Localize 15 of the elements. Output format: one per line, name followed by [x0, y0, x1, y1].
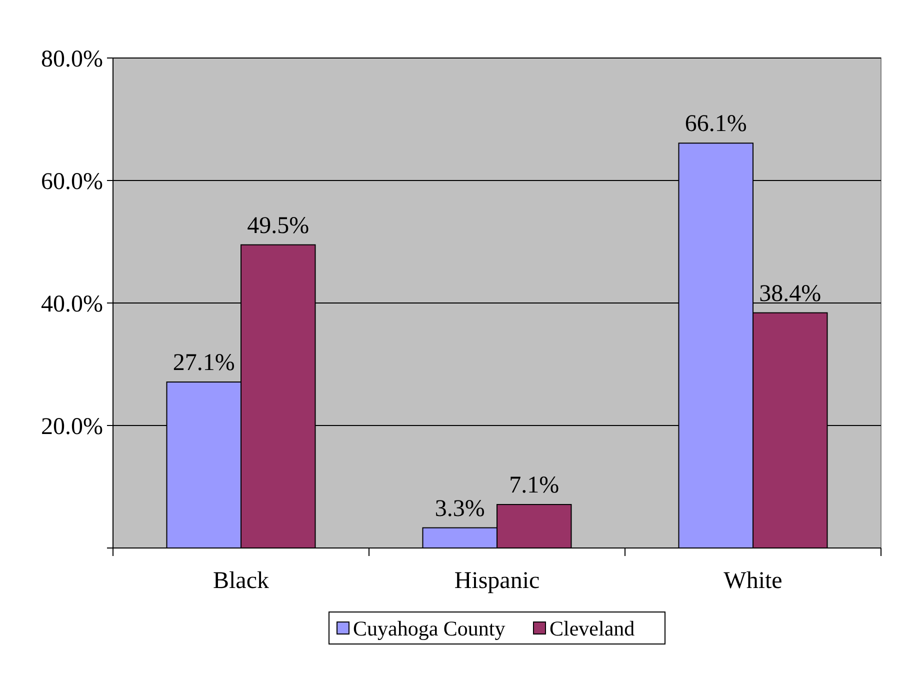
- legend-label: Cuyahoga County: [353, 616, 506, 640]
- data-label: 3.3%: [434, 496, 485, 522]
- data-label: 66.1%: [684, 111, 747, 138]
- y-tick-label: 80.0%: [41, 46, 103, 72]
- data-label: 38.4%: [759, 280, 822, 307]
- y-tick-label: 40.0%: [41, 291, 103, 318]
- legend-label: Cleveland: [550, 616, 636, 640]
- x-tick-label: White: [724, 568, 782, 594]
- x-tick-label: Hispanic: [454, 568, 540, 594]
- y-tick-label: 20.0%: [41, 414, 103, 440]
- x-tick-label: Black: [213, 568, 269, 594]
- data-label: 27.1%: [172, 350, 235, 376]
- data-label: 49.5%: [247, 212, 310, 239]
- data-label: 7.1%: [509, 472, 560, 499]
- y-tick-label: 60.0%: [41, 168, 103, 195]
